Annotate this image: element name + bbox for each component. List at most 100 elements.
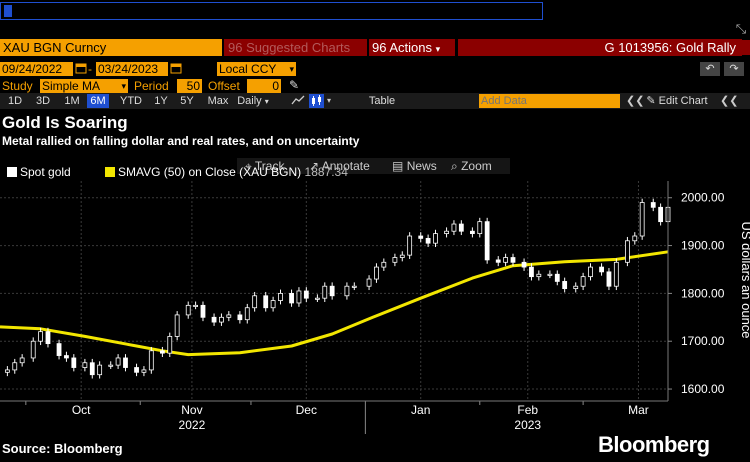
legend-label-spot: Spot gold (20, 165, 71, 179)
offset-input[interactable]: 0 (247, 79, 281, 93)
spot-gold-candle (418, 232, 424, 243)
spot-gold-candle (38, 327, 43, 346)
smavg-line (0, 250, 669, 357)
spot-gold-candle (444, 227, 449, 238)
expand-window-icon[interactable]: ⤡ (735, 21, 747, 36)
edit-chart-button[interactable]: ✎ Edit Chart (643, 94, 711, 108)
spot-gold-candle (562, 277, 568, 293)
spot-gold-candle (45, 327, 51, 348)
x-tick-label: Oct (72, 403, 91, 417)
spot-gold-candle (407, 232, 413, 259)
spot-gold-candle (314, 294, 320, 302)
spot-gold-candle (167, 332, 173, 357)
range-button-6m[interactable]: 6M (87, 94, 109, 108)
bloomberg-logo: Bloomberg (598, 432, 710, 457)
x-tick-label: Nov (181, 403, 202, 417)
spot-gold-candle (392, 253, 398, 267)
study-select[interactable]: Simple MA ▾ (40, 79, 128, 93)
currency-select[interactable]: Local CCY ▾ (217, 62, 296, 76)
line-chart-icon[interactable] (291, 94, 306, 108)
spot-gold-candle (174, 311, 180, 341)
frequency-value: Daily (237, 95, 262, 107)
spot-gold-candle (632, 232, 638, 245)
range-button-3d[interactable]: 3D (35, 95, 51, 107)
more-options-icon[interactable]: ❮❮ (720, 95, 739, 107)
suggested-charts-button[interactable]: 96 Suggested Charts (224, 39, 367, 56)
chevron-down-icon[interactable]: ▾ (327, 96, 332, 105)
spot-gold-candle (399, 251, 405, 262)
range-button-1d[interactable]: 1D (7, 95, 23, 107)
spot-gold-candle (30, 337, 36, 362)
y-tick-label: 1800.00 (681, 286, 725, 300)
spot-gold-candle (193, 301, 199, 310)
range-button-1m[interactable]: 1M (64, 95, 80, 107)
chevron-down-icon: ▾ (264, 97, 269, 106)
date-separator: - (88, 62, 92, 76)
x-tick-label: Jan (411, 403, 430, 417)
spot-gold-candle (237, 311, 243, 324)
calendar-icon[interactable] (75, 62, 89, 76)
spot-gold-candle (606, 268, 612, 291)
zoom-label: Zoom (461, 159, 492, 173)
spot-gold-candle (108, 361, 114, 369)
range-button-ytd[interactable]: YTD (120, 95, 142, 107)
spot-gold-candle (141, 366, 147, 377)
spot-gold-candle (263, 291, 269, 312)
calendar-icon-to[interactable] (170, 62, 184, 76)
spot-gold-candle (71, 354, 77, 372)
spot-gold-candle (554, 270, 560, 286)
spot-gold-candle (219, 313, 224, 326)
news-label: News (406, 159, 437, 173)
redo-icon[interactable]: ↷ (724, 62, 744, 76)
offset-label: Offset (208, 79, 240, 93)
track-button[interactable]: ⌖ Track (245, 158, 284, 174)
pencil-icon: ✎ (646, 95, 656, 107)
x-tick-label: Dec (296, 403, 317, 417)
add-data-input[interactable] (479, 94, 620, 108)
legend-swatch-yellow (105, 167, 115, 177)
security-field[interactable]: XAU BGN Curncy (0, 39, 222, 56)
spot-gold-candle (211, 313, 217, 326)
candle-chart-icon[interactable] (309, 94, 324, 108)
command-line-input[interactable] (0, 2, 543, 20)
spot-gold-candle (82, 358, 88, 372)
spot-gold-candle (599, 263, 604, 276)
date-to-input[interactable]: 03/24/2023 (96, 62, 168, 76)
chevron-down-icon: ▾ (121, 81, 126, 91)
actions-menu[interactable]: 96 Actions ▾ (369, 39, 455, 56)
spot-gold-candle (351, 282, 357, 291)
undo-icon[interactable]: ↶ (700, 62, 720, 76)
spot-gold-candle (477, 217, 483, 238)
edit-chart-label: Edit Chart (658, 95, 708, 107)
legend-label-smavg: SMAVG (50) on Close (XAU BGN) (118, 165, 302, 179)
spot-gold-candle (503, 253, 509, 267)
spot-gold-candle (89, 358, 95, 379)
frequency-select[interactable]: Daily ▾ (236, 94, 270, 108)
legend-smavg: SMAVG (50) on Close (XAU BGN) 1887.34 (105, 165, 348, 179)
range-button-1y[interactable]: 1Y (154, 95, 168, 107)
news-button[interactable]: ▤ News (392, 158, 437, 174)
spot-gold-candle (270, 296, 276, 312)
spot-gold-candle (148, 346, 154, 374)
spot-gold-candle (115, 354, 121, 369)
spot-gold-candle (495, 256, 501, 267)
pencil-icon[interactable]: ✎ (289, 78, 300, 92)
date-from-input[interactable]: 09/24/2022 (0, 62, 73, 76)
spot-gold-candle (278, 289, 283, 305)
window-close-icon[interactable] (741, 40, 750, 55)
spot-gold-candle (159, 346, 165, 357)
spot-gold-candle (451, 220, 457, 236)
range-button-max[interactable]: Max (207, 95, 229, 107)
spot-gold-candle (484, 217, 490, 264)
spot-gold-candle (469, 227, 475, 238)
spot-gold-candle (244, 303, 250, 324)
spot-gold-candle (658, 203, 664, 226)
range-button-5y[interactable]: 5Y (180, 95, 194, 107)
zoom-icon: ⌕ (451, 159, 458, 173)
spot-gold-candle (200, 301, 206, 322)
period-input[interactable]: 50 (177, 79, 202, 93)
zoom-button[interactable]: ⌕ Zoom (451, 158, 492, 174)
table-button[interactable]: Table (368, 95, 396, 107)
collapse-icon[interactable]: ❮❮ (626, 95, 645, 107)
annotate-button[interactable]: ↗ Annotate (309, 158, 370, 174)
